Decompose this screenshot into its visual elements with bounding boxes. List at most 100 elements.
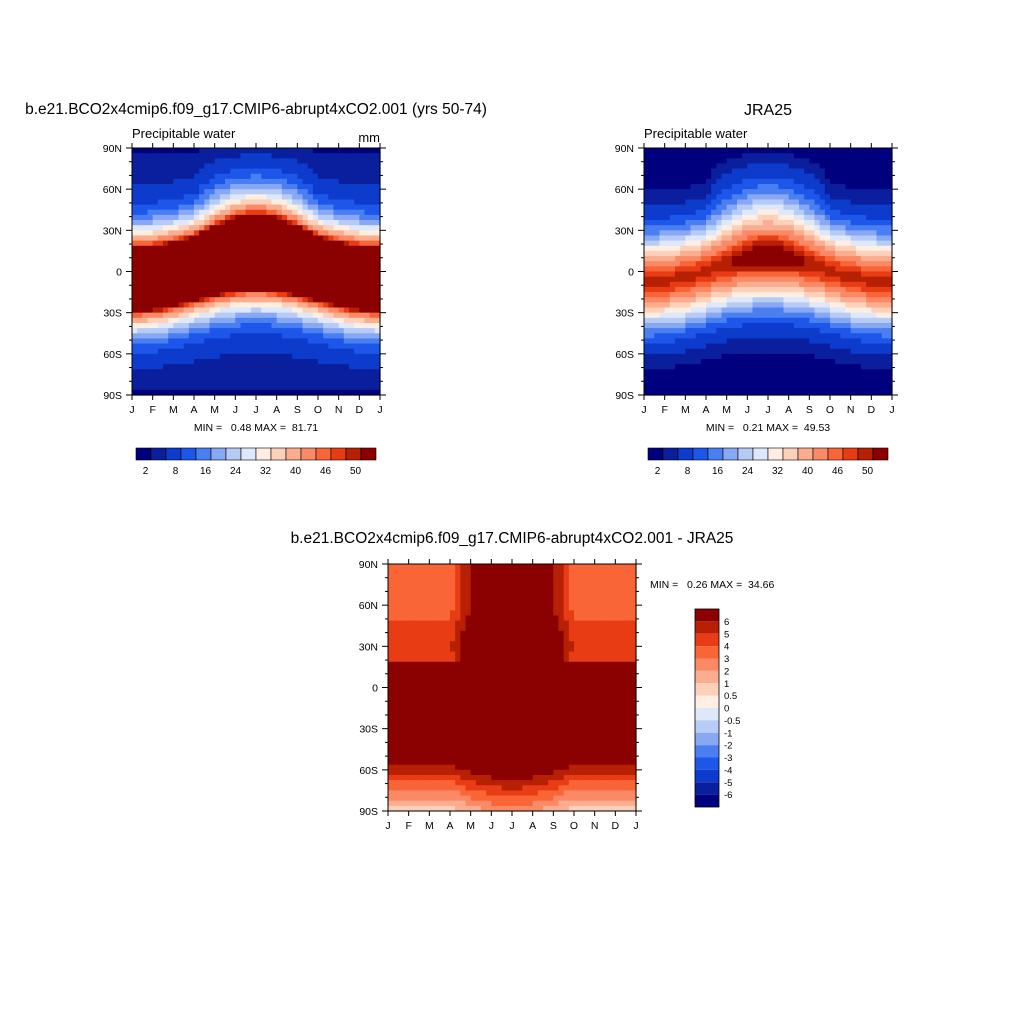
model-cell xyxy=(168,353,174,360)
model-cell xyxy=(287,307,293,314)
obs-cell xyxy=(731,384,738,391)
obs-cell xyxy=(644,240,650,247)
obs-cell xyxy=(845,153,852,159)
obs-cell xyxy=(695,286,702,293)
model-cell xyxy=(250,343,257,350)
model-cell xyxy=(292,250,298,257)
obs-cell xyxy=(664,353,671,360)
model-cell xyxy=(297,379,304,386)
model-cell xyxy=(168,271,174,278)
obs-cell xyxy=(814,240,821,247)
obs-cell xyxy=(773,178,779,185)
obs-cell xyxy=(809,240,816,247)
model-cell xyxy=(297,250,304,257)
model-cell xyxy=(281,220,288,226)
obs-cell xyxy=(747,281,754,288)
model-cell xyxy=(276,286,283,293)
obs-cell xyxy=(788,353,795,360)
model-cell xyxy=(157,245,164,252)
model-cell xyxy=(240,266,247,273)
model-cell xyxy=(266,199,273,206)
obs-cell xyxy=(855,384,862,391)
model-cell xyxy=(152,240,159,247)
model-cell xyxy=(142,240,149,247)
model-cell xyxy=(271,271,278,278)
model-cell xyxy=(199,266,205,273)
model-cell xyxy=(369,214,376,221)
obs-cell xyxy=(742,322,748,329)
obs-cell xyxy=(830,353,836,360)
obs-cell xyxy=(804,271,810,278)
model-cell xyxy=(168,256,174,262)
diff-cell xyxy=(506,574,513,581)
diff-cell xyxy=(512,574,518,581)
model-cell xyxy=(369,168,376,175)
obs-cell xyxy=(695,153,702,159)
model-cell xyxy=(214,307,221,314)
obs-cell xyxy=(799,312,805,319)
obs-cell xyxy=(700,245,707,252)
obs-cell xyxy=(855,230,862,237)
model-cell xyxy=(312,297,319,303)
model-cell xyxy=(194,389,200,396)
model-cell xyxy=(142,204,149,211)
obs-cell xyxy=(783,317,790,324)
model-cell xyxy=(194,312,200,319)
model-cell xyxy=(256,276,262,283)
obs-cell xyxy=(690,317,697,324)
obs-cell xyxy=(814,266,821,273)
obs-cell xyxy=(669,184,676,190)
model-cell xyxy=(292,307,298,314)
obs-cell xyxy=(654,261,661,267)
model-cell xyxy=(194,307,200,314)
obs-cell xyxy=(814,317,821,324)
model-colorbar-label: 2 xyxy=(143,466,149,477)
obs-cell xyxy=(830,184,836,190)
obs-cell xyxy=(855,302,862,309)
obs-cell xyxy=(700,358,707,365)
obs-cell xyxy=(845,158,852,165)
model-cell xyxy=(173,317,180,324)
obs-cell xyxy=(799,369,805,376)
model-cell xyxy=(225,240,231,247)
model-cell xyxy=(225,369,231,376)
model-cell xyxy=(250,328,257,334)
model-cell xyxy=(369,322,376,329)
model-cell xyxy=(173,194,180,201)
obs-cell xyxy=(752,266,759,273)
obs-cell xyxy=(768,389,774,396)
obs-cell xyxy=(819,312,826,319)
model-cell xyxy=(178,240,185,247)
model-cell xyxy=(256,148,262,154)
obs-cell xyxy=(649,199,655,206)
obs-cell xyxy=(747,189,754,195)
model-cell xyxy=(318,199,324,206)
model-cell xyxy=(338,302,345,309)
model-cell xyxy=(302,302,309,309)
obs-cell xyxy=(835,297,841,303)
model-cell xyxy=(287,369,293,376)
model-cell xyxy=(132,353,138,360)
diff-cell xyxy=(574,569,580,575)
obs-cell xyxy=(783,220,790,226)
model-cell xyxy=(338,204,345,211)
obs-cell xyxy=(685,343,692,350)
model-cell xyxy=(163,245,169,252)
obs-cell xyxy=(737,199,743,206)
model-cell xyxy=(178,312,185,319)
obs-cell xyxy=(649,271,655,278)
obs-cell xyxy=(819,271,826,278)
obs-cell xyxy=(669,173,676,180)
obs-colorbar-box xyxy=(722,447,739,461)
obs-cell xyxy=(731,276,738,283)
model-cell xyxy=(287,245,293,252)
model-cell xyxy=(369,307,376,314)
obs-cell xyxy=(788,266,795,273)
model-cell xyxy=(364,317,371,324)
model-cell xyxy=(374,158,381,165)
model-cell xyxy=(256,358,262,365)
model-cell xyxy=(276,317,283,324)
model-cell xyxy=(194,173,200,180)
obs-cell xyxy=(680,250,686,257)
obs-cell xyxy=(649,328,655,334)
